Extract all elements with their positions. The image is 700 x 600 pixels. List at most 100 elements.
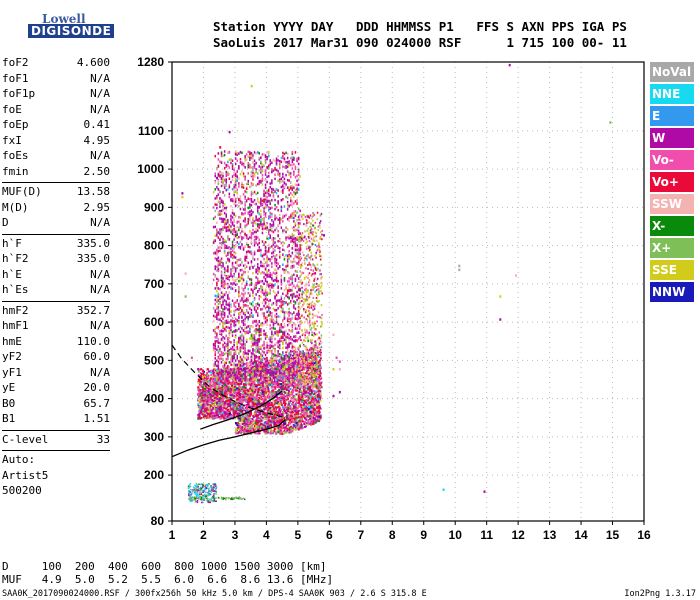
legend-item-voplus: Vo+ xyxy=(650,172,694,192)
y-tick-label: 1000 xyxy=(137,162,164,176)
param-row: C-level 33 xyxy=(2,433,110,449)
param-row: hmF1 N/A xyxy=(2,319,110,335)
y-tick-label: 200 xyxy=(144,468,164,482)
param-row: yE 20.0 xyxy=(2,381,110,397)
trace-curve xyxy=(200,390,283,430)
param-label: B0 xyxy=(2,396,16,410)
param-label: foE xyxy=(2,102,22,116)
param-row: foF1p N/A xyxy=(2,87,110,103)
param-label: M(D) xyxy=(2,200,29,214)
param-row: MUF(D) 13.58 xyxy=(2,185,110,201)
plot-frame xyxy=(171,61,645,522)
header-line1: Station YYYY DAY DDD HHMMSS P1 FFS S AXN… xyxy=(213,19,627,34)
y-tick-label: 1280 xyxy=(137,55,164,69)
parameter-table: foF2 4.600 foF1 N/A foF1p N/A foE N/A foEp 0.41 fx… xyxy=(2,56,110,500)
param-value: 60.0 xyxy=(83,350,111,363)
y-tick-label: 700 xyxy=(144,277,164,291)
param-separator xyxy=(2,182,110,183)
param-label: foEs xyxy=(2,149,29,162)
param-label: C-level xyxy=(2,432,49,446)
legend-item-nne: NNE xyxy=(650,84,694,104)
param-separator xyxy=(2,450,110,451)
param-label: fmin xyxy=(2,164,29,178)
param-value: N/A xyxy=(90,283,110,296)
param-row: fxI 4.95 xyxy=(2,134,110,150)
param-label: h`E xyxy=(2,267,22,281)
param-value: N/A xyxy=(90,365,110,379)
station-header: Station YYYY DAY DDD HHMMSS P1 FFS S AXN… xyxy=(213,19,627,51)
x-tick-label: 12 xyxy=(511,528,525,542)
logo-line2: DIGISONDE xyxy=(28,24,115,38)
header-line2: SaoLuis 2017 Mar31 090 024000 RSF 1 715 … xyxy=(213,35,627,50)
x-tick-label: 1 xyxy=(169,528,176,542)
param-row: hmF2 352.7 xyxy=(2,304,110,320)
x-tick-label: 11 xyxy=(480,528,493,542)
param-value: N/A xyxy=(90,267,110,281)
param-row: B0 65.7 xyxy=(2,397,110,413)
plot-grid xyxy=(168,61,645,525)
param-label: foF1 xyxy=(2,71,29,85)
x-tick-label: 8 xyxy=(389,528,396,542)
param-separator xyxy=(2,233,110,235)
param-label: yE xyxy=(2,381,16,394)
param-value: N/A xyxy=(90,216,110,229)
param-label: foF1p xyxy=(2,87,36,100)
legend-item-xplus: X+ xyxy=(650,238,694,258)
legend-item-e: E xyxy=(650,106,694,126)
x-tick-label: 13 xyxy=(543,528,557,542)
param-row: yF2 60.0 xyxy=(2,350,110,366)
digisonde-logo: Lowell DIGISONDE xyxy=(2,2,115,42)
param-row: foEs N/A xyxy=(2,149,110,165)
param-label: B1 xyxy=(2,412,16,425)
param-value: N/A xyxy=(90,87,110,100)
y-tick-label: 300 xyxy=(144,430,164,444)
param-label: MUF(D) xyxy=(2,185,42,198)
x-tick-label: 5 xyxy=(295,528,302,542)
param-value: 4.95 xyxy=(83,133,111,147)
param-value: 2.50 xyxy=(83,164,111,178)
legend-item-xminus: X- xyxy=(650,216,694,236)
param-value: 335.0 xyxy=(76,236,110,250)
profile-curve-dashed xyxy=(171,344,286,419)
param-value: N/A xyxy=(90,102,110,116)
y-tick-label: 900 xyxy=(144,200,164,214)
param-label: foF2 xyxy=(2,56,29,69)
param-row: fmin 2.50 xyxy=(2,165,110,181)
x-tick-label: 14 xyxy=(574,528,588,542)
x-tick-label: 10 xyxy=(449,528,463,542)
param-value: 13.58 xyxy=(76,185,110,198)
logo-line1: Lowell xyxy=(42,12,86,26)
param-row: foEp 0.41 xyxy=(2,118,110,134)
x-tick-label: 6 xyxy=(326,528,333,542)
param-row: h`Es N/A xyxy=(2,283,110,299)
param-value: N/A xyxy=(90,71,110,85)
param-row: M(D) 2.95 xyxy=(2,201,110,217)
legend-item-sse: SSE xyxy=(650,260,694,280)
param-value: 0.41 xyxy=(83,118,111,131)
param-note: Artist5 xyxy=(2,468,49,482)
legend-item-vominus: Vo- xyxy=(650,150,694,170)
param-label: D xyxy=(2,216,9,229)
polarization-legend: NoVal NNE E W Vo- Vo+ SSW X- X+ SSE NNW xyxy=(650,62,694,304)
param-row: D N/A xyxy=(2,216,110,232)
param-value: 2.95 xyxy=(83,200,111,214)
y-tick-label: 500 xyxy=(144,353,164,367)
param-value: 4.600 xyxy=(76,56,110,69)
param-row: yF1 N/A xyxy=(2,366,110,382)
legend-item-ssw: SSW xyxy=(650,194,694,214)
param-note: 500200 xyxy=(2,484,42,497)
param-label: h`F xyxy=(2,236,22,250)
x-tick-label: 9 xyxy=(420,528,427,542)
param-label: h`F2 xyxy=(2,252,29,265)
y-tick-label: 80 xyxy=(151,514,165,528)
x-tick-label: 7 xyxy=(357,528,364,542)
profile-curves xyxy=(171,344,286,458)
param-value: 1.51 xyxy=(83,412,111,425)
profile-curve-solid xyxy=(171,419,286,458)
footer-distance-row: D 100 200 400 600 800 1000 1500 3000 [km… xyxy=(2,560,327,573)
param-value: 65.7 xyxy=(83,396,111,410)
param-row: foF2 4.600 xyxy=(2,56,110,72)
param-value: 33 xyxy=(96,432,110,446)
param-row: h`F 335.0 xyxy=(2,237,110,253)
